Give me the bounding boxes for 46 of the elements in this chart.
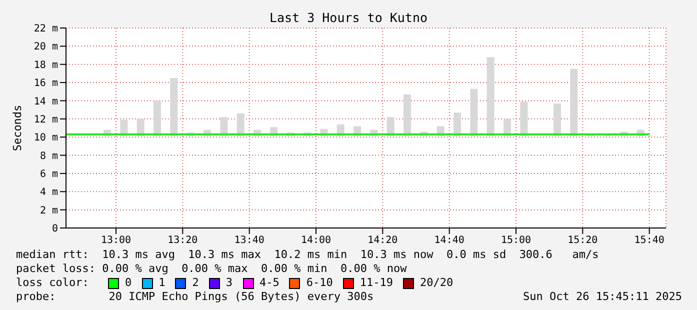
text: Sun Oct 26 15:45:11 2025: [523, 290, 682, 304]
text: 20/20: [419, 276, 454, 290]
text: 6-10: [305, 276, 333, 290]
bar: [153, 100, 161, 136]
bar: [486, 57, 494, 136]
x-tick-label: 14:40: [434, 235, 464, 246]
chart-title: Last 3 Hours to Kutno: [268, 10, 429, 25]
x-tick-label: 15:20: [568, 235, 598, 246]
y-tick-label: 16 m: [34, 78, 58, 90]
x-tick-label: 13:00: [100, 235, 132, 246]
y-tick-label: 20 m: [34, 42, 58, 53]
text: 11-19: [358, 276, 393, 290]
x-tick-label: 13:40: [234, 235, 264, 246]
y-tick-label: 8 m: [40, 150, 58, 162]
bar: [236, 113, 244, 136]
bar: [453, 112, 461, 136]
y-tick-label: 0: [52, 224, 58, 235]
text: median rtt: 10.3 ms avg 10.3 ms max 10.2 ms min 10.3 ms now 0.0 ms sd 300.6 am/s: [16, 248, 600, 262]
y-tick-label: 12 m: [34, 114, 58, 126]
bar: [520, 102, 528, 136]
y-tick-label: 4 m: [40, 187, 58, 198]
text: 3: [224, 276, 232, 290]
bar: [170, 78, 178, 136]
y-tick-label: 14 m: [34, 96, 58, 108]
x-tick-label: 14:00: [300, 235, 332, 246]
x-tick-label: 13:20: [168, 235, 198, 246]
y-tick-label: 22 m: [34, 24, 58, 35]
text: probe: 20 ICMP Echo Pings (56 Bytes) every 300s: [16, 290, 374, 303]
x-tick-label: 15:40: [634, 235, 664, 246]
x-tick-label: 15:00: [500, 235, 532, 246]
y-tick-label: 18 m: [34, 60, 58, 71]
text: 2: [191, 276, 199, 290]
bar: [553, 103, 561, 136]
y-tick-label: 2 m: [40, 205, 58, 216]
bar: [470, 88, 478, 136]
bar: [403, 94, 411, 136]
x-tick-label: 14:20: [368, 235, 398, 246]
y-axis-title: Seconds: [11, 104, 24, 152]
text: 4-5: [258, 276, 280, 290]
text: packet loss: 0.00 % avg 0.00 % max 0.00 % min 0.00 % now: [16, 262, 408, 276]
y-tick-label: 6 m: [40, 169, 58, 180]
y-tick-label: 10 m: [34, 132, 58, 144]
bar: [570, 68, 578, 136]
text: 1: [158, 276, 166, 290]
text: loss color:: [16, 276, 90, 290]
text: 0: [124, 276, 132, 290]
